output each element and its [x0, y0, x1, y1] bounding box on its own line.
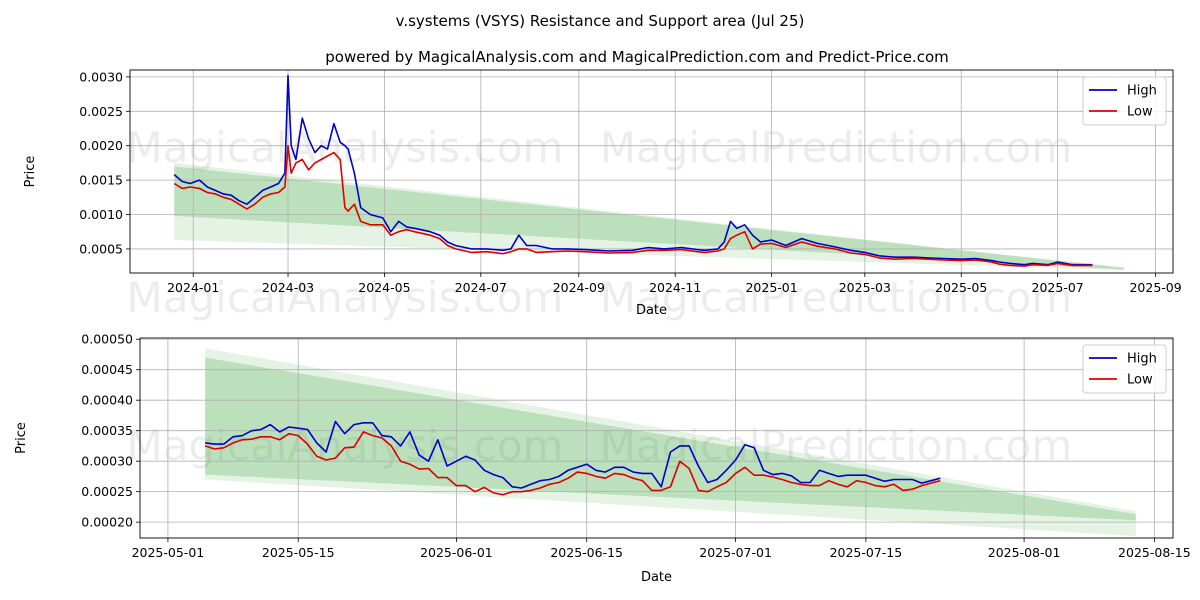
x-tick-label: 2024-09	[553, 280, 605, 295]
legend-box	[1082, 344, 1167, 394]
support-resistance-band-outer	[205, 348, 1136, 537]
top-chart-panel: MagicalAnalysis.com MagicalPrediction.com…	[23, 69, 1182, 322]
y-tick-label: 0.0030	[79, 69, 123, 84]
x-tick-label: 2025-03	[839, 280, 891, 295]
x-tick-label: 2025-09	[1129, 280, 1181, 295]
watermark-text: MagicalPrediction.com	[600, 123, 1073, 172]
support-resistance-band-inner	[174, 166, 1125, 270]
y-tick-label: 0.00030	[81, 454, 133, 469]
x-tick-label: 2025-07-01	[699, 545, 772, 560]
y-axis-label: Price	[23, 156, 38, 188]
y-tick-label: 0.0020	[79, 138, 123, 153]
x-tick-label: 2024-05	[358, 280, 410, 295]
x-tick-label: 2025-06-01	[420, 545, 493, 560]
y-tick-label: 0.00025	[81, 484, 133, 499]
legend-box	[1082, 76, 1167, 126]
y-tick-label: 0.00020	[81, 515, 133, 530]
watermark-text: MagicalAnalysis.com	[127, 273, 564, 322]
legend-label-high: High	[1127, 84, 1157, 99]
legend-label-high: High	[1127, 352, 1157, 367]
y-tick-label: 0.00045	[81, 362, 133, 377]
y-axis-label: Price	[14, 422, 29, 454]
support-resistance-band-outer	[174, 162, 1125, 271]
series-line-low	[173, 144, 1093, 267]
legend-label-low: Low	[1127, 373, 1153, 388]
x-tick-label: 2025-08-15	[1118, 545, 1191, 560]
series-line-low	[204, 431, 941, 496]
y-tick-label: 0.0025	[79, 104, 123, 119]
page-title: v.systems (VSYS) Resistance and Support …	[396, 12, 805, 30]
x-tick-label: 2024-11	[649, 280, 701, 295]
series-line-high	[204, 420, 941, 489]
x-tick-label: 2025-08-01	[988, 545, 1061, 560]
legend: High Low	[1082, 76, 1167, 126]
x-tick-label: 2024-07	[455, 280, 507, 295]
x-axis-label: Date	[636, 303, 667, 318]
x-tick-label: 2025-05-15	[262, 545, 335, 560]
x-tick-label: 2025-06-15	[550, 545, 623, 560]
y-tick-label: 0.00050	[81, 332, 133, 347]
y-tick-label: 0.00040	[81, 393, 133, 408]
x-tick-label: 2025-05-01	[132, 545, 205, 560]
y-tick-label: 0.00035	[81, 423, 133, 438]
x-tick-label: 2025-07	[1032, 280, 1084, 295]
plot-frame	[139, 337, 1174, 539]
x-tick-label: 2024-01	[167, 280, 219, 295]
y-tick-label: 0.0005	[79, 241, 123, 256]
x-tick-label: 2024-03	[262, 280, 314, 295]
x-tick-label: 2025-05	[935, 280, 987, 295]
plot-frame	[129, 69, 1174, 274]
watermark-text: MagicalAnalysis.com	[127, 421, 564, 470]
x-tick-label: 2025-01	[745, 280, 797, 295]
bottom-chart-panel: MagicalAnalysis.com MagicalPrediction.com…	[14, 332, 1191, 585]
legend-label-low: Low	[1127, 105, 1153, 120]
watermark-text: MagicalPrediction.com	[600, 273, 1073, 322]
legend: High Low	[1082, 344, 1167, 394]
y-tick-label: 0.0010	[79, 207, 123, 222]
y-tick-label: 0.0015	[79, 173, 123, 188]
watermark-text: MagicalPrediction.com	[600, 421, 1073, 470]
series-line-high	[173, 74, 1093, 266]
watermark-text: MagicalAnalysis.com	[127, 123, 564, 172]
chart-subtitle: powered by MagicalAnalysis.com and Magic…	[325, 48, 949, 66]
x-tick-label: 2025-07-15	[830, 545, 903, 560]
x-axis-label: Date	[641, 570, 672, 585]
